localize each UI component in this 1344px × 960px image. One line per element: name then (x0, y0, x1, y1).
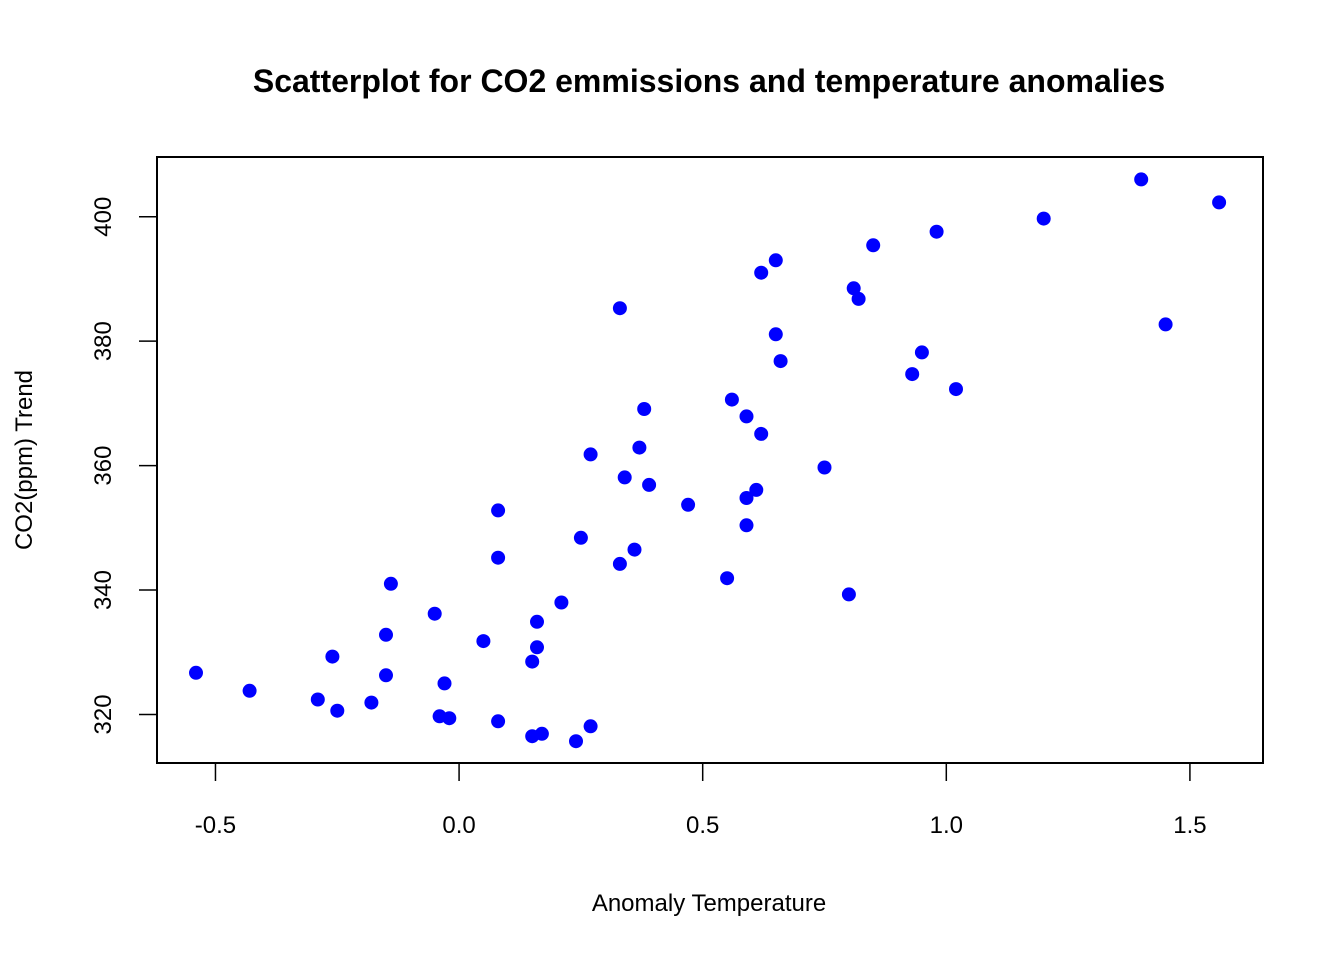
data-point (379, 627, 393, 642)
x-axis: -0.5 0.0 0.5 1.0 1.5 (195, 763, 1207, 839)
data-point (739, 518, 754, 533)
data-point (1212, 195, 1227, 210)
x-tick-label: 1.5 (1173, 812, 1206, 839)
y-tick-label: 380 (90, 321, 117, 361)
y-axis-label: CO2(ppm) Trend (11, 370, 38, 550)
data-point (491, 550, 506, 565)
data-point (189, 665, 203, 680)
data-point (768, 327, 783, 342)
y-tick-label: 400 (90, 197, 117, 237)
data-point (637, 402, 652, 416)
data-point (330, 703, 345, 718)
data-point (632, 440, 647, 455)
y-tick-label: 340 (90, 570, 117, 610)
data-point (929, 224, 944, 239)
data-point (905, 367, 920, 382)
data-point (851, 291, 866, 306)
data-point (491, 503, 506, 518)
y-tick-label: 320 (90, 694, 117, 734)
data-point (914, 345, 929, 360)
data-point (325, 649, 340, 664)
data-point (569, 734, 583, 749)
data-point (530, 640, 544, 655)
data-point (573, 530, 588, 545)
data-point (530, 614, 544, 629)
data-point (754, 426, 769, 441)
data-point (442, 711, 457, 726)
data-point (612, 301, 627, 316)
data-point (1134, 172, 1149, 187)
data-point (525, 654, 540, 669)
data-point (949, 382, 963, 397)
data-point (754, 265, 769, 280)
data-point (242, 683, 257, 698)
data-point (617, 470, 632, 485)
x-tick-label: 1.0 (930, 812, 963, 839)
data-point (1158, 317, 1173, 332)
data-point (1036, 211, 1051, 226)
data-point (817, 460, 832, 475)
data-point (383, 576, 398, 591)
data-point (866, 238, 881, 253)
data-point (627, 542, 642, 557)
data-point (310, 692, 325, 707)
data-point (476, 634, 491, 649)
data-point (739, 409, 754, 424)
data-point (720, 571, 735, 586)
data-point (749, 482, 764, 497)
x-axis-label: Anomaly Temperature (592, 890, 826, 917)
data-point (841, 587, 856, 602)
data-point (612, 556, 627, 571)
chart-title: Scatterplot for CO2 emmissions and tempe… (253, 63, 1165, 99)
x-tick-label: 0.5 (686, 812, 719, 839)
data-point (773, 354, 788, 369)
data-point (364, 695, 379, 710)
y-tick-label: 360 (90, 446, 117, 486)
data-point (554, 595, 569, 610)
x-tick-label: 0.0 (442, 812, 475, 839)
data-point (681, 497, 696, 512)
y-axis: 320 340 360 380 400 (90, 197, 157, 734)
data-point (642, 477, 657, 492)
data-point (379, 668, 393, 683)
data-point (534, 726, 549, 741)
data-point (724, 392, 739, 407)
points-layer (189, 172, 1227, 749)
data-point (768, 253, 783, 268)
data-point (583, 447, 598, 462)
x-tick-label: -0.5 (195, 812, 236, 839)
data-point (583, 719, 598, 734)
data-point (427, 606, 442, 621)
data-point (491, 714, 506, 729)
plot-area-frame (156, 156, 1264, 764)
data-point (739, 491, 754, 505)
data-point (437, 676, 452, 691)
data-point (846, 281, 861, 296)
